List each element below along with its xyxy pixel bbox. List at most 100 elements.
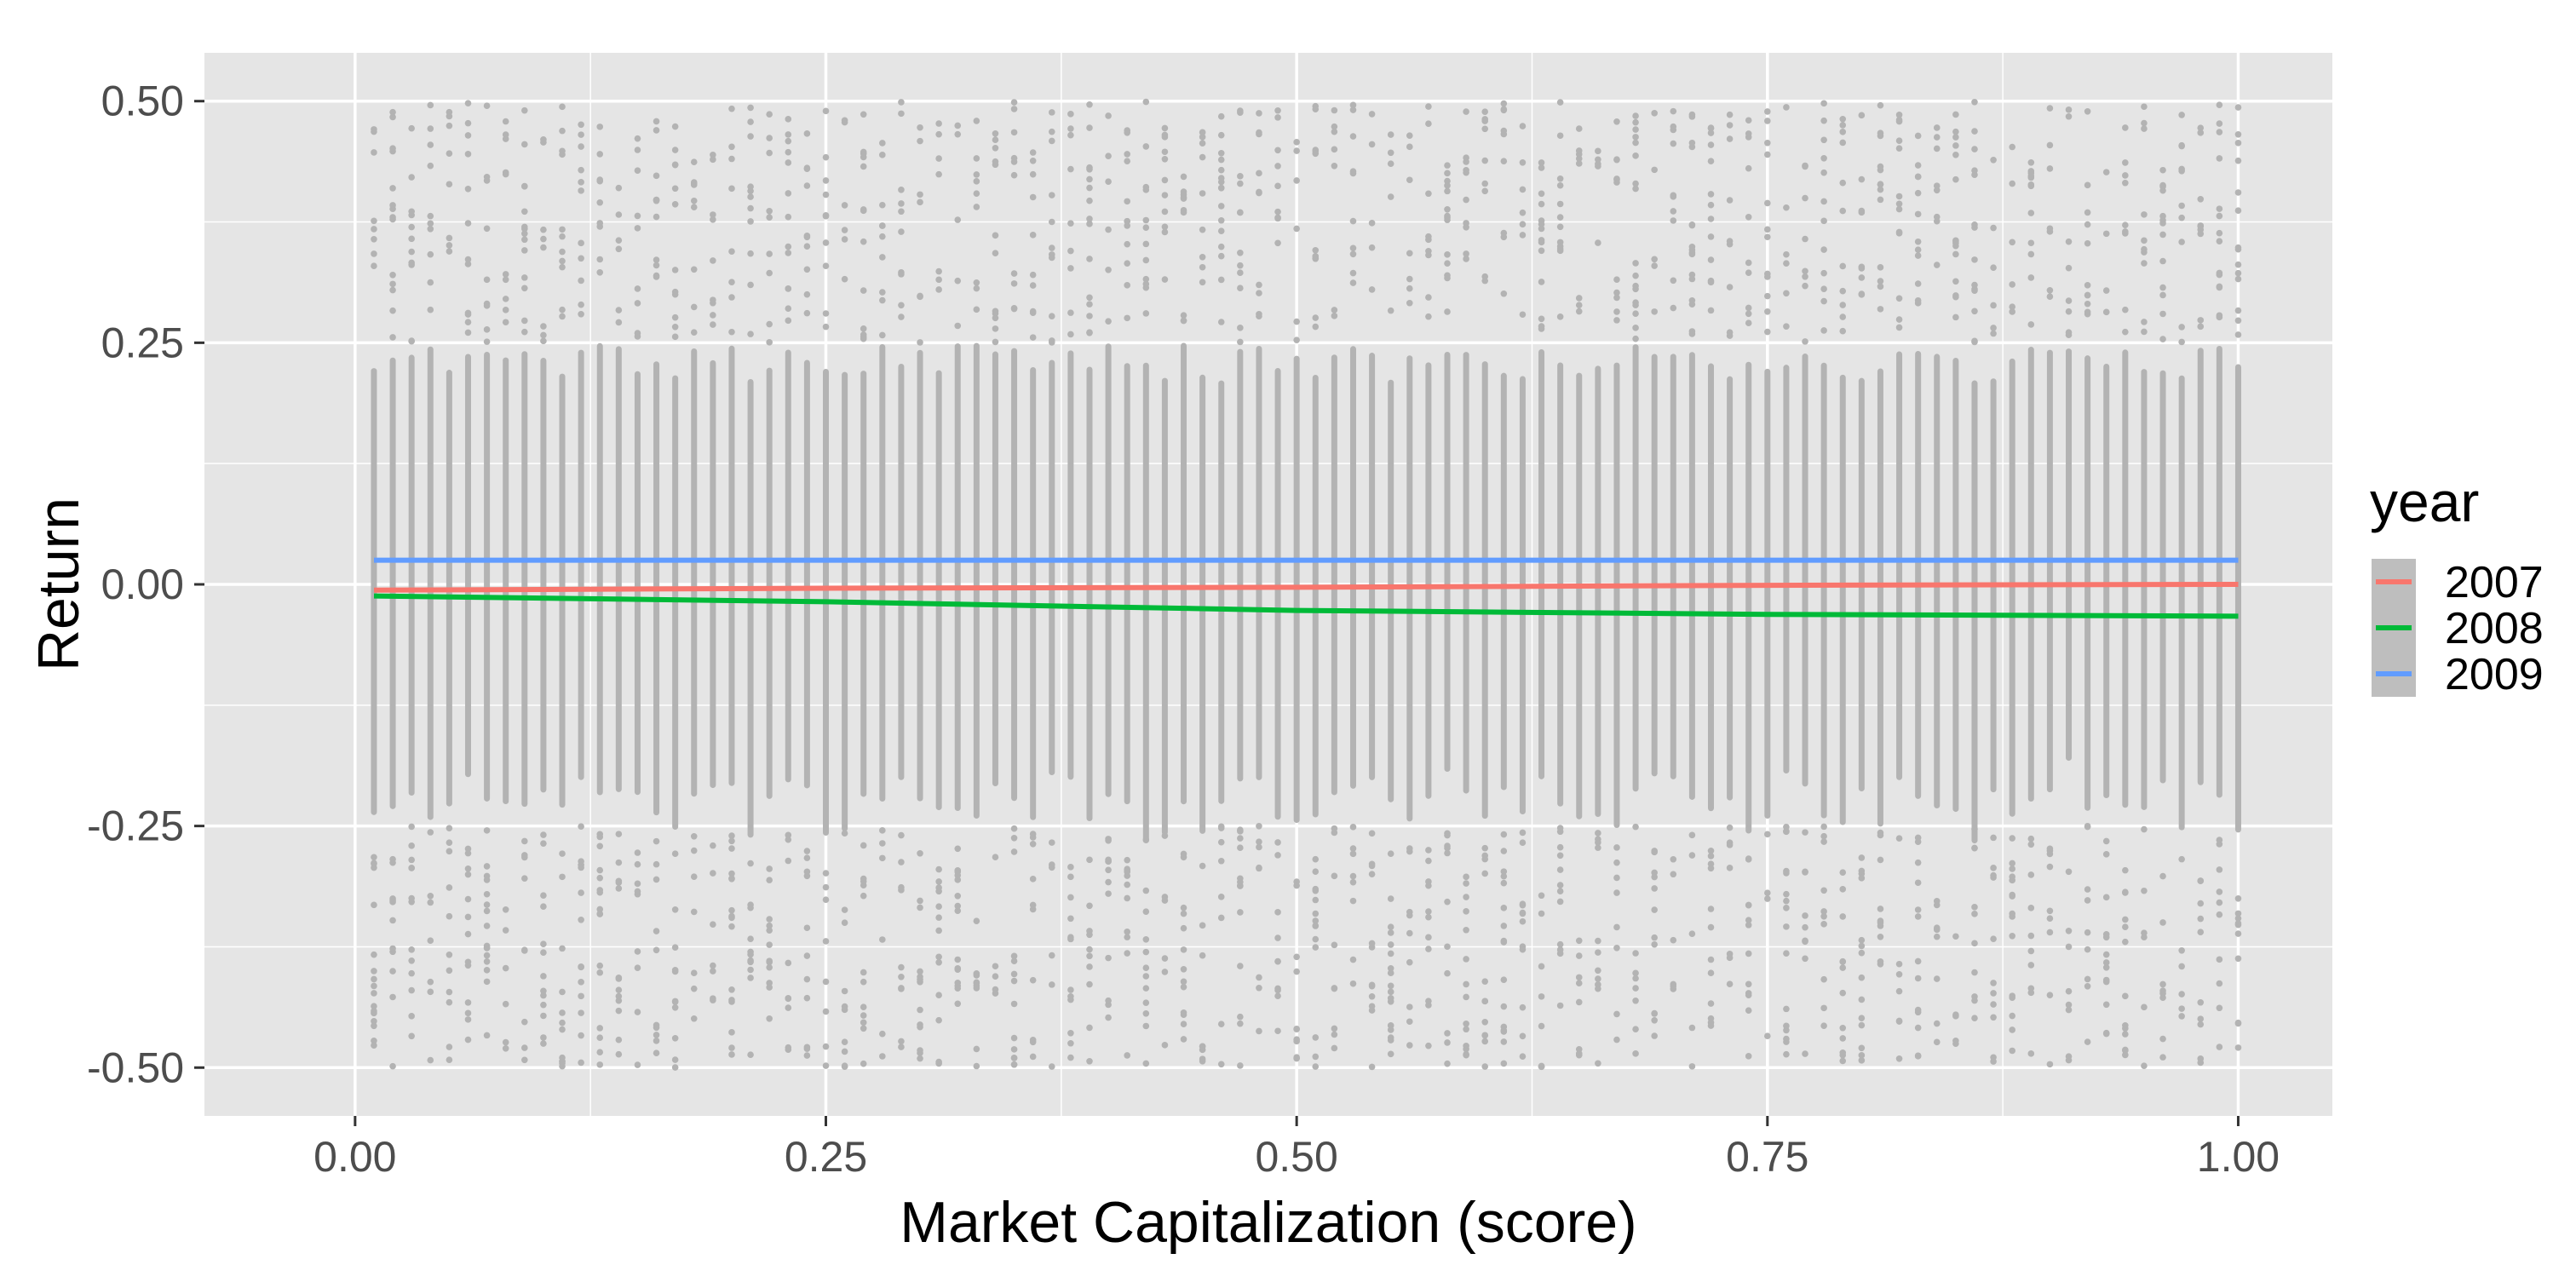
scatter-point-column bbox=[710, 359, 716, 789]
scatter-point bbox=[671, 324, 679, 331]
scatter-point bbox=[1444, 1039, 1451, 1046]
scatter-point bbox=[992, 130, 999, 137]
scatter-point bbox=[2065, 1053, 2073, 1060]
scatter-point bbox=[634, 964, 641, 971]
scatter-point bbox=[1839, 122, 1847, 129]
scatter-point bbox=[502, 296, 509, 302]
scatter-point bbox=[2197, 877, 2205, 884]
scatter-point bbox=[1368, 111, 1376, 118]
scatter-point bbox=[615, 859, 623, 866]
scatter-point bbox=[1463, 908, 1469, 915]
scatter-point bbox=[1387, 995, 1394, 1002]
scatter-point bbox=[2216, 271, 2223, 279]
scatter-point bbox=[1180, 312, 1187, 319]
scatter-point bbox=[690, 329, 698, 336]
scatter-point bbox=[1651, 110, 1658, 117]
scatter-point bbox=[954, 845, 962, 853]
scatter-point bbox=[1067, 247, 1074, 255]
scatter-point bbox=[935, 286, 942, 293]
scatter-point bbox=[1368, 940, 1376, 947]
scatter-point bbox=[1632, 1026, 1639, 1033]
scatter-point bbox=[1086, 329, 1093, 336]
scatter-point bbox=[1990, 1001, 1997, 1008]
scatter-point bbox=[1387, 923, 1394, 930]
scatter-point bbox=[1783, 828, 1790, 836]
scatter-point bbox=[1632, 310, 1639, 318]
scatter-point bbox=[728, 143, 735, 151]
scatter-point bbox=[615, 997, 623, 1004]
scatter-point-column bbox=[1971, 380, 1978, 844]
scatter-point bbox=[1481, 277, 1489, 285]
scatter-point bbox=[1425, 313, 1432, 320]
scatter-point bbox=[1688, 1063, 1696, 1070]
scatter-point bbox=[1256, 1027, 1262, 1035]
scatter-point bbox=[1048, 952, 1055, 959]
scatter-point bbox=[1820, 269, 1827, 277]
scatter-point bbox=[1802, 163, 1808, 170]
scatter-point-column bbox=[1595, 365, 1601, 818]
x-axis-title: Market Capitalization (score) bbox=[900, 1190, 1636, 1255]
scatter-point bbox=[578, 277, 584, 285]
scatter-point bbox=[1029, 149, 1037, 156]
scatter-point bbox=[1839, 1024, 1847, 1032]
scatter-point bbox=[898, 110, 905, 118]
scatter-point bbox=[1500, 848, 1508, 854]
scatter-point bbox=[822, 883, 830, 891]
scatter-point bbox=[1293, 147, 1300, 154]
scatter-point bbox=[1161, 1042, 1169, 1049]
scatter-point bbox=[1914, 173, 1922, 181]
scatter-point bbox=[1349, 824, 1357, 831]
scatter-point bbox=[690, 303, 698, 311]
scatter-point bbox=[1877, 933, 1884, 940]
scatter-point-column bbox=[1425, 362, 1432, 799]
scatter-point bbox=[1463, 223, 1469, 231]
scatter-point bbox=[1783, 1005, 1790, 1013]
scatter-point bbox=[1048, 864, 1055, 871]
scatter-point bbox=[1613, 844, 1620, 851]
scatter-point bbox=[728, 155, 735, 163]
scatter-point bbox=[1971, 940, 1978, 947]
scatter-point bbox=[917, 1006, 923, 1014]
scatter-point bbox=[1142, 275, 1150, 283]
scatter-point bbox=[973, 190, 980, 198]
scatter-point bbox=[766, 320, 773, 328]
scatter-point bbox=[1556, 200, 1564, 208]
scatter-point bbox=[1519, 946, 1527, 953]
scatter-point bbox=[2197, 915, 2205, 923]
scatter-point bbox=[1613, 156, 1620, 163]
scatter-point bbox=[2216, 212, 2223, 220]
scatter-point bbox=[1877, 129, 1884, 136]
scatter-point bbox=[1293, 953, 1300, 961]
scatter-point bbox=[1575, 998, 1583, 1006]
scatter-point bbox=[1933, 217, 1941, 225]
scatter-point bbox=[1368, 1003, 1376, 1010]
scatter-point bbox=[634, 888, 641, 895]
scatter-point bbox=[1256, 974, 1262, 981]
scatter-point bbox=[2159, 291, 2166, 299]
scatter-point bbox=[1538, 910, 1545, 917]
scatter-point bbox=[1632, 285, 1639, 293]
scatter-point bbox=[427, 141, 434, 148]
scatter-point bbox=[1802, 1050, 1808, 1057]
scatter-point bbox=[2159, 872, 2166, 880]
scatter-point bbox=[1895, 116, 1903, 124]
scatter-point bbox=[1519, 917, 1527, 925]
scatter-point bbox=[1180, 983, 1187, 991]
scatter-point bbox=[1895, 112, 1903, 118]
scatter-point bbox=[2178, 1013, 2185, 1020]
scatter-point bbox=[1971, 308, 1978, 315]
scatter-point bbox=[1933, 926, 1941, 934]
scatter-point bbox=[1199, 952, 1206, 959]
scatter-point bbox=[1444, 308, 1451, 315]
scatter-point bbox=[1142, 837, 1150, 843]
scatter-point bbox=[1632, 1050, 1639, 1057]
scatter-point bbox=[785, 857, 792, 865]
scatter-point-column bbox=[1500, 372, 1507, 791]
scatter-point bbox=[1764, 831, 1771, 838]
scatter-point bbox=[898, 302, 905, 309]
scatter-point bbox=[1463, 1051, 1469, 1059]
scatter-point bbox=[559, 988, 566, 996]
scatter-point bbox=[1161, 223, 1169, 231]
scatter-point bbox=[1933, 975, 1941, 982]
